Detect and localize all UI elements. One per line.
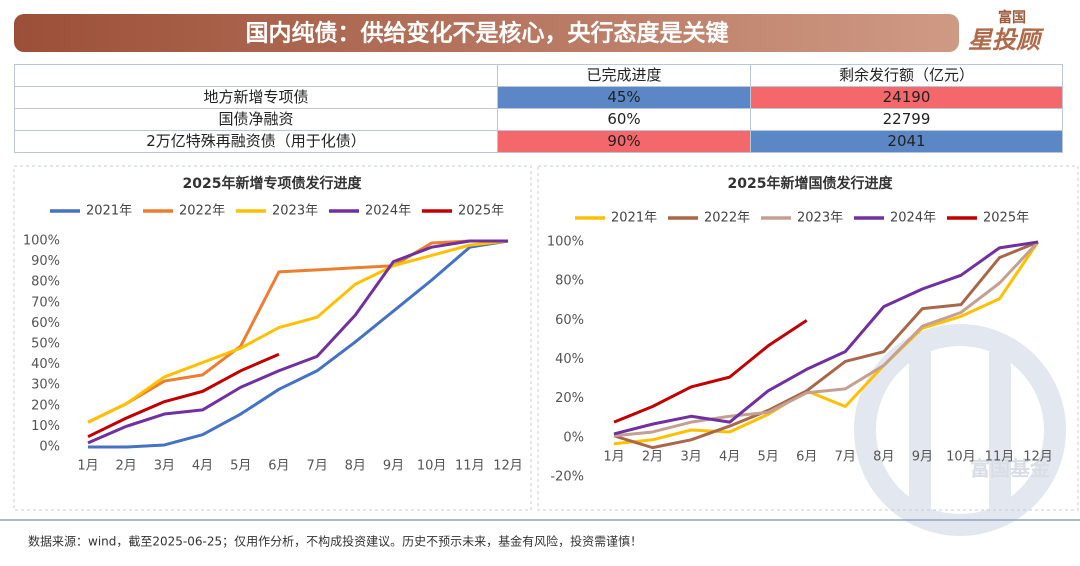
cell: 地方新增专项债 <box>14 86 498 109</box>
chart-title: 2025年新增专项债发行进度 <box>183 175 363 192</box>
x-tick-label: 1月 <box>603 450 624 465</box>
cell: 已完成进度 <box>497 64 751 87</box>
footer: 数据来源：wind，截至2025-06-25；仅用作分析，不构成投资建议。历史不… <box>28 534 642 549</box>
x-tick-label: 12月 <box>1023 450 1053 465</box>
banner-title: 国内纯债：供给变化不是核心，央行态度是关键 <box>246 20 729 47</box>
x-tick-label: 11月 <box>455 459 485 474</box>
logo-top: 富国 <box>998 9 1026 26</box>
table-row: 国债净融资 60% 22799 <box>14 108 1063 131</box>
y-tick-label: 30% <box>31 378 60 393</box>
y-tick-label: 20% <box>31 398 60 413</box>
x-tick-label: 1月 <box>77 459 98 474</box>
watermark-logo <box>854 324 1066 536</box>
series-line <box>87 239 509 424</box>
x-tick-label: 4月 <box>719 450 740 465</box>
legend-label: 2022年 <box>704 211 750 226</box>
banner <box>14 14 959 52</box>
x-tick-label: 3月 <box>680 450 701 465</box>
x-tick-label: 5月 <box>230 459 251 474</box>
series-line <box>87 352 280 439</box>
y-tick-label: 50% <box>31 337 60 352</box>
cell: 45% <box>497 86 751 109</box>
y-tick-label: 0% <box>563 430 584 445</box>
series-line <box>613 319 808 424</box>
x-tick-label: 11月 <box>985 450 1015 465</box>
cell: 剩余发行额（亿元） <box>750 64 1063 87</box>
y-tick-label: 80% <box>555 274 584 289</box>
logo-main: 星投顾 <box>968 26 1045 54</box>
cell: 22799 <box>750 108 1063 131</box>
x-tick-label: 10月 <box>417 459 447 474</box>
series-line <box>613 241 1040 446</box>
y-tick-label: 60% <box>31 316 60 331</box>
x-tick-label: 3月 <box>154 459 175 474</box>
x-tick-label: 12月 <box>493 459 523 474</box>
legend-label: 2023年 <box>272 204 318 219</box>
x-tick-label: 7月 <box>306 459 327 474</box>
y-tick-label: 100% <box>23 234 60 249</box>
x-tick-label: 6月 <box>268 459 289 474</box>
series-line <box>87 239 508 445</box>
y-tick-label: 80% <box>31 275 60 290</box>
legend-label: 2024年 <box>365 204 411 219</box>
cell: 国债净融资 <box>14 108 498 131</box>
x-tick-label: 8月 <box>873 450 894 465</box>
x-tick-label: 7月 <box>835 450 856 465</box>
cell: 24190 <box>750 86 1063 109</box>
legend-label: 2024年 <box>890 211 936 226</box>
series-line <box>88 239 509 449</box>
x-tick-label: 9月 <box>912 450 933 465</box>
x-tick-label: 5月 <box>758 450 779 465</box>
data-table: 已完成进度 剩余发行额（亿元） 地方新增专项债 45% 24190 国债净融资 60% 2… <box>14 64 1063 153</box>
y-tick-label: 40% <box>555 352 584 367</box>
series-line <box>613 240 1039 450</box>
legend-label: 2021年 <box>611 211 657 226</box>
x-tick-label: 2月 <box>642 450 663 465</box>
y-tick-label: -20% <box>550 470 584 485</box>
y-tick-label: 100% <box>547 235 584 250</box>
y-tick-label: 10% <box>31 419 60 434</box>
x-tick-label: 6月 <box>796 450 817 465</box>
watermark: 富国基金 <box>970 457 1051 481</box>
cell <box>14 64 498 87</box>
legend-label: 2025年 <box>458 204 504 219</box>
chart-title: 2025年新增国债发行进度 <box>728 175 894 192</box>
cell: 2万亿特殊再融资债（用于化债） <box>14 130 498 153</box>
series-line <box>613 240 1039 436</box>
y-tick-label: 0% <box>39 440 60 455</box>
series-line <box>613 240 1040 438</box>
x-tick-label: 8月 <box>345 459 366 474</box>
table-row: 2万亿特殊再融资债（用于化债） 90% 2041 <box>14 130 1063 153</box>
legend-label: 2022年 <box>179 204 225 219</box>
cell: 60% <box>497 108 751 131</box>
chart-frame <box>537 165 1079 511</box>
y-tick-label: 40% <box>31 357 60 372</box>
legend-label: 2025年 <box>983 211 1029 226</box>
x-tick-label: 4月 <box>192 459 213 474</box>
legend-label: 2021年 <box>86 204 132 219</box>
y-tick-label: 90% <box>31 254 60 269</box>
series-line <box>87 239 508 424</box>
table-header: 已完成进度 剩余发行额（亿元） <box>14 64 1063 87</box>
x-tick-label: 2月 <box>116 459 137 474</box>
chart-frame <box>13 165 532 511</box>
cell: 90% <box>497 130 751 153</box>
x-tick-label: 9月 <box>383 459 404 474</box>
y-tick-label: 20% <box>555 391 584 406</box>
y-tick-label: 60% <box>555 313 584 328</box>
table-row: 地方新增专项债 45% 24190 <box>14 86 1063 109</box>
cell: 2041 <box>750 130 1063 153</box>
x-tick-label: 10月 <box>946 450 976 465</box>
y-tick-label: 70% <box>31 295 60 310</box>
legend-label: 2023年 <box>797 211 843 226</box>
